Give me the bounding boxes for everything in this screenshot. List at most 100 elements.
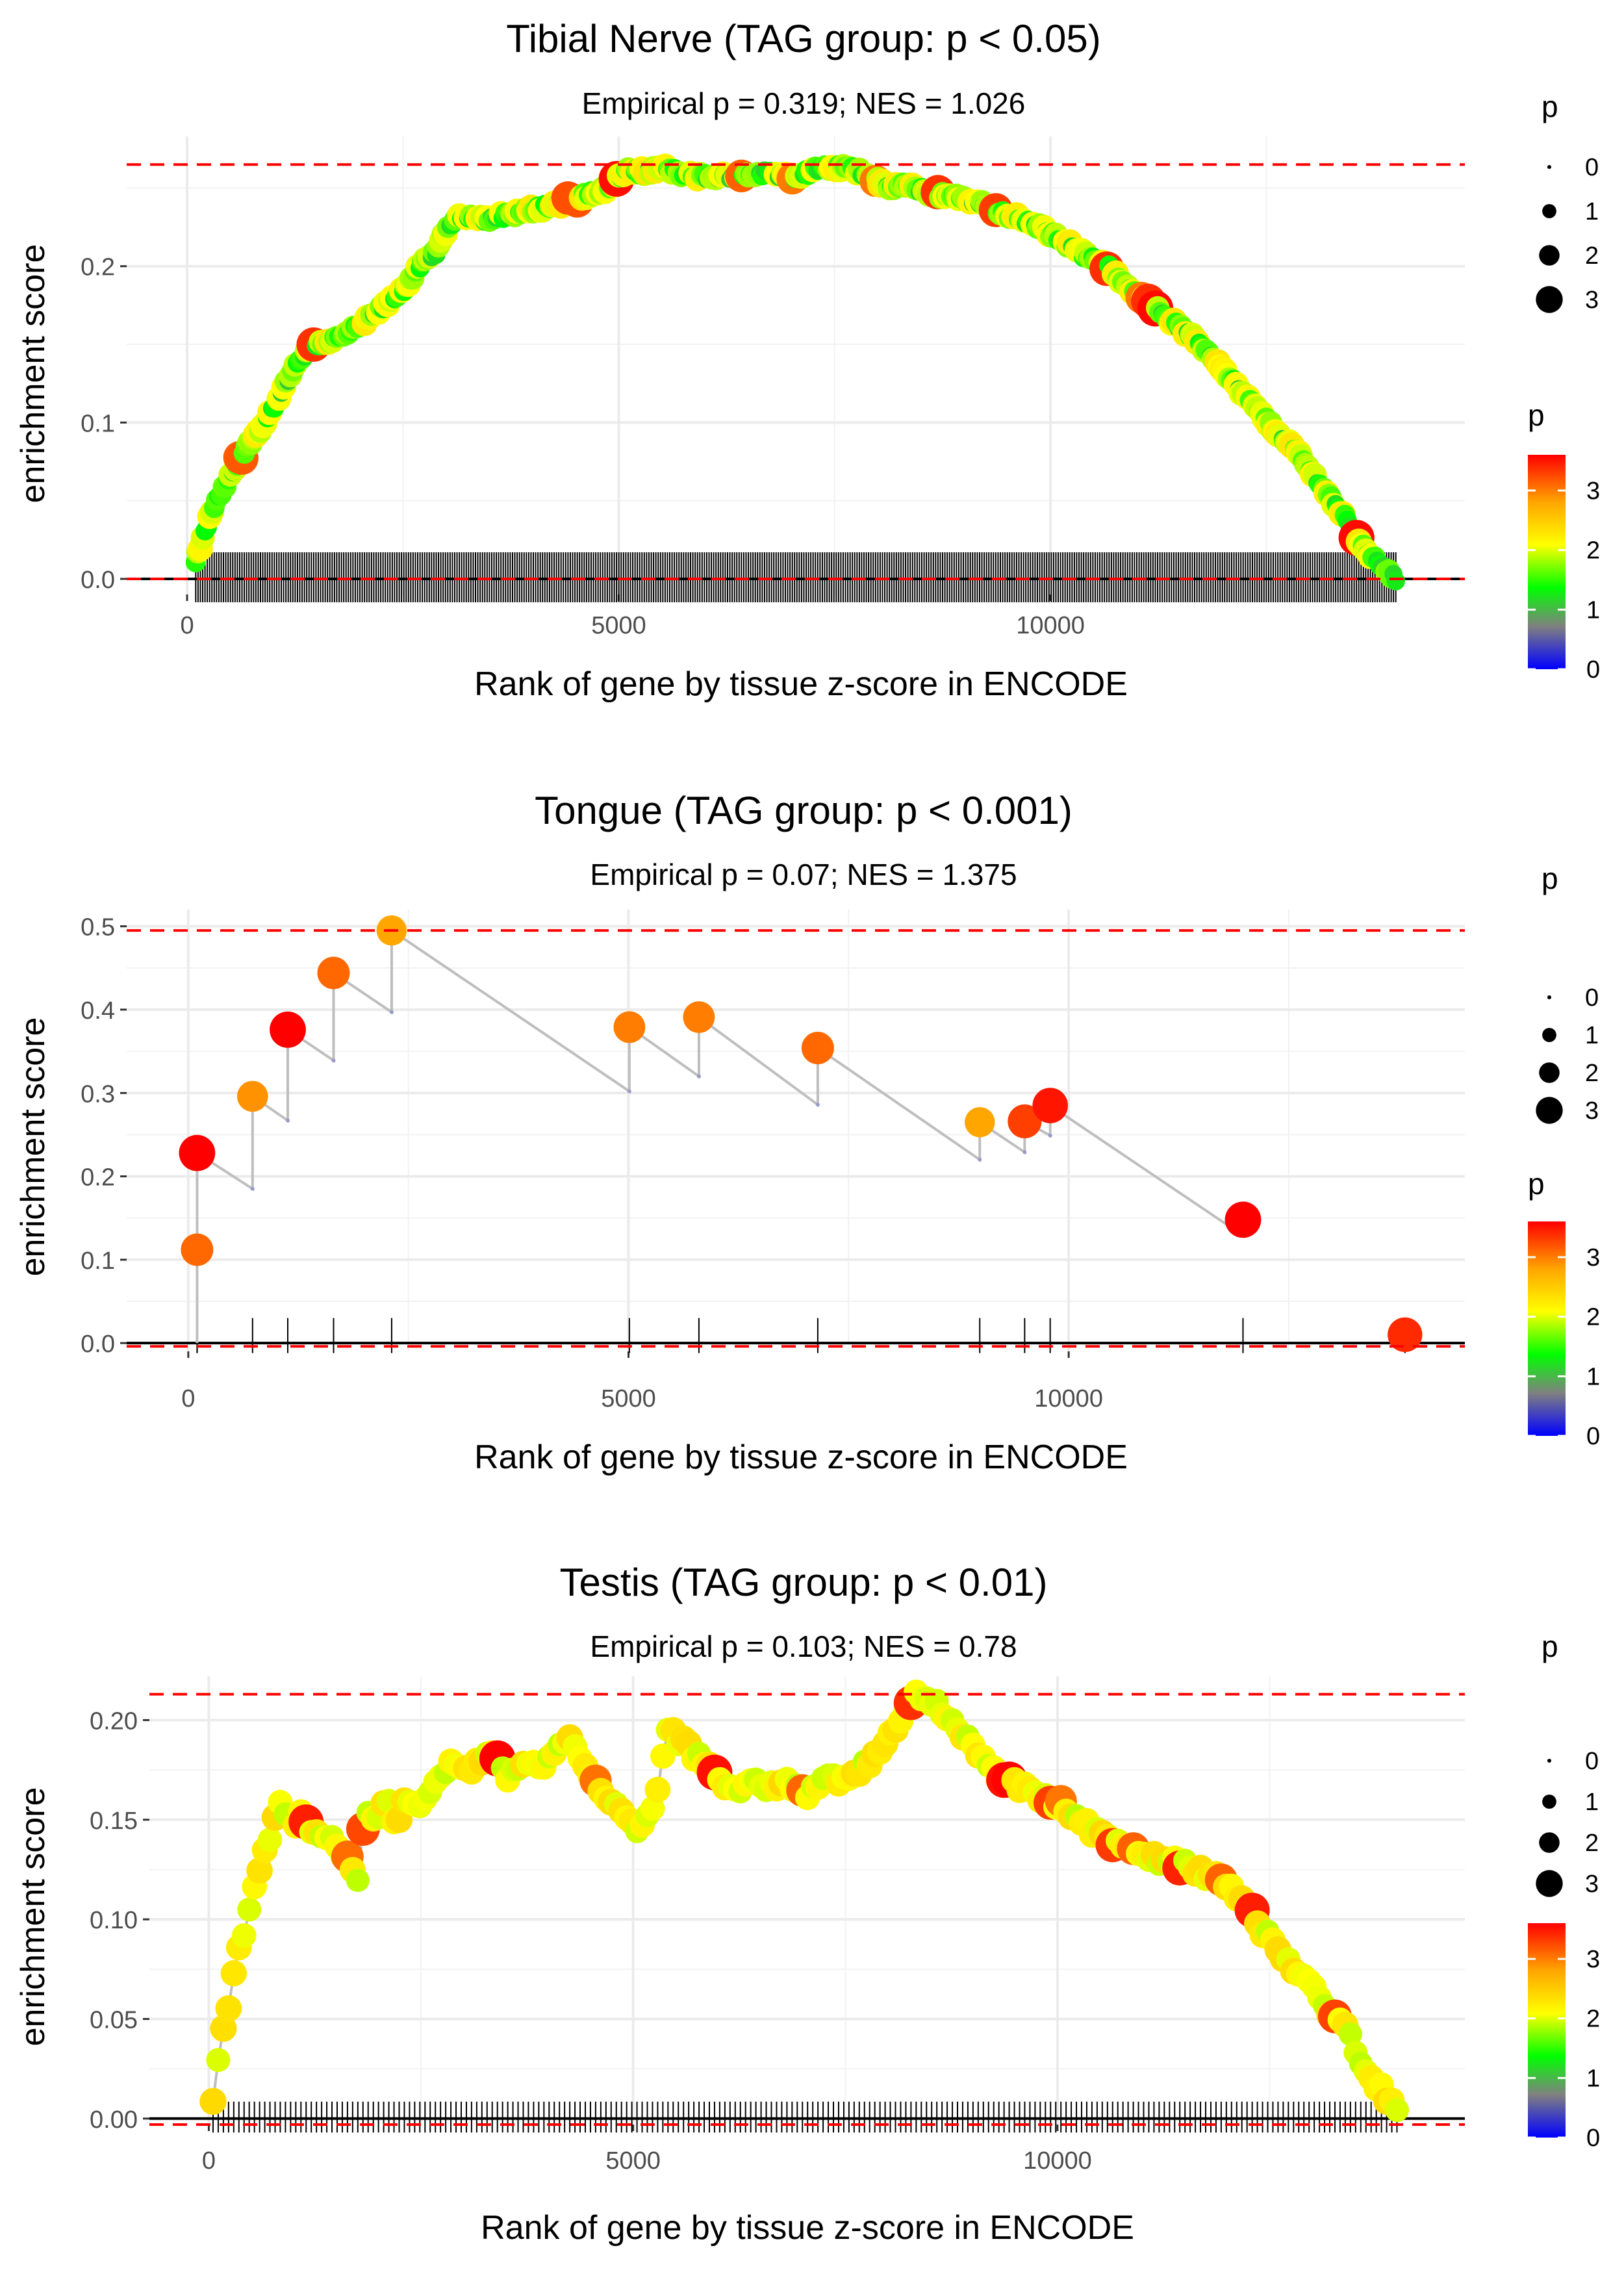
y-tick-label: 0.0 bbox=[81, 567, 115, 594]
color-legend-label: 3 bbox=[1586, 1244, 1600, 1271]
y-tick-label: 0.1 bbox=[81, 1247, 115, 1275]
gene-point bbox=[1388, 1317, 1423, 1352]
gene-point bbox=[270, 1011, 306, 1048]
gene-point bbox=[237, 1080, 268, 1112]
trough-point bbox=[696, 1074, 701, 1079]
y-tick-label: 0.4 bbox=[81, 997, 115, 1025]
panel-tibial-nerve: Tibial Nerve (TAG group: p < 0.05) Empir… bbox=[14, 17, 1600, 703]
size-legend-dot bbox=[1542, 1028, 1556, 1042]
color-legend-label: 2 bbox=[1586, 537, 1600, 565]
gene-point bbox=[237, 1897, 262, 1922]
gene-point bbox=[801, 1032, 834, 1064]
gene-point bbox=[1032, 1088, 1068, 1123]
gene-point bbox=[179, 1134, 216, 1171]
size-legend-label: 3 bbox=[1585, 287, 1599, 314]
gene-point bbox=[965, 1107, 995, 1138]
trough-point bbox=[627, 1089, 631, 1093]
x-tick-label: 0 bbox=[181, 1385, 195, 1412]
trough-point bbox=[286, 1118, 290, 1123]
trough-point bbox=[1048, 1133, 1052, 1138]
y-axis-label: enrichment score bbox=[14, 1017, 52, 1277]
color-legend-label: 0 bbox=[1586, 656, 1600, 683]
color-legend-label: 1 bbox=[1586, 1363, 1600, 1390]
y-tick-label: 0.3 bbox=[81, 1080, 115, 1108]
size-legend-dot bbox=[1547, 1759, 1551, 1763]
size-legend-dot bbox=[1536, 1870, 1563, 1897]
size-legend-dot bbox=[1547, 995, 1551, 999]
gene-point bbox=[210, 2015, 237, 2042]
trough-point bbox=[978, 1157, 982, 1162]
trough-point bbox=[331, 1058, 336, 1063]
size-legend-label: 1 bbox=[1585, 1789, 1599, 1816]
chart-title: Testis (TAG group: p < 0.01) bbox=[560, 1561, 1048, 1604]
size-legend-dot bbox=[1547, 165, 1551, 169]
gene-point bbox=[215, 1995, 242, 2022]
x-axis-label: Rank of gene by tissue z-score in ENCODE bbox=[474, 665, 1128, 703]
size-legend-dot bbox=[1539, 1832, 1560, 1853]
y-tick-label: 0.10 bbox=[90, 1907, 138, 1934]
trough-point bbox=[1022, 1150, 1027, 1155]
plot-area: 0.0 0.1 0.2 0 5000 10000 bbox=[81, 136, 1465, 639]
size-legend-label: 1 bbox=[1585, 198, 1599, 225]
size-legend-label: 2 bbox=[1585, 1830, 1599, 1857]
chart-subtitle: Empirical p = 0.103; NES = 0.78 bbox=[590, 1629, 1017, 1663]
color-legend-bar bbox=[1528, 1923, 1566, 2138]
gene-point bbox=[1224, 1201, 1262, 1238]
gene-point bbox=[206, 2048, 231, 2073]
gene-point bbox=[1386, 572, 1405, 591]
color-legend-title: p bbox=[1528, 398, 1545, 432]
color-legend-title: p bbox=[1528, 1167, 1545, 1201]
x-tick-label: 5000 bbox=[591, 612, 646, 639]
size-legend-label: 2 bbox=[1585, 1060, 1599, 1087]
color-legend-label: 2 bbox=[1586, 2006, 1600, 2033]
chart-subtitle: Empirical p = 0.07; NES = 1.375 bbox=[590, 858, 1017, 891]
color-legend-label: 3 bbox=[1586, 478, 1600, 505]
size-legend-title: p bbox=[1542, 862, 1558, 895]
panel-testis: Testis (TAG group: p < 0.01) Empirical p… bbox=[14, 1561, 1600, 2247]
y-tick-label: 0.20 bbox=[90, 1707, 138, 1735]
color-legend-label: 0 bbox=[1586, 1423, 1600, 1450]
trough-point bbox=[815, 1103, 820, 1107]
y-axis-label: enrichment score bbox=[14, 244, 52, 504]
x-axis-label: Rank of gene by tissue z-score in ENCODE bbox=[481, 2209, 1134, 2247]
gene-point bbox=[1385, 2098, 1409, 2123]
y-tick-label: 0.05 bbox=[90, 2006, 138, 2034]
size-legend-title: p bbox=[1542, 90, 1558, 123]
y-tick-label: 0.2 bbox=[81, 254, 115, 281]
panel-tongue: Tongue (TAG group: p < 0.001) Empirical … bbox=[14, 789, 1600, 1476]
y-tick-label: 0.0 bbox=[81, 1331, 115, 1358]
x-tick-label: 5000 bbox=[605, 2147, 661, 2175]
y-tick-label: 0.5 bbox=[81, 914, 115, 941]
y-tick-label: 0.15 bbox=[90, 1808, 138, 1835]
x-tick-label: 10000 bbox=[1023, 2147, 1092, 2175]
size-legend-label: 0 bbox=[1585, 1748, 1599, 1775]
size-legend-label: 0 bbox=[1585, 154, 1599, 181]
x-tick-label: 10000 bbox=[1034, 1385, 1103, 1412]
color-legend-bar bbox=[1528, 1221, 1566, 1436]
gene-point bbox=[683, 1001, 715, 1033]
gene-point bbox=[231, 1923, 257, 1948]
gene-point bbox=[644, 1776, 671, 1803]
y-tick-label: 0.00 bbox=[90, 2106, 138, 2134]
gene-point bbox=[246, 1857, 273, 1884]
size-legend-dot bbox=[1536, 286, 1563, 313]
trough-point bbox=[389, 1010, 394, 1014]
gene-point bbox=[613, 1011, 646, 1043]
gene-point bbox=[220, 1960, 247, 1987]
color-legend-bar bbox=[1528, 455, 1566, 669]
chart-subtitle: Empirical p = 0.319; NES = 1.026 bbox=[582, 86, 1026, 120]
x-axis-label: Rank of gene by tissue z-score in ENCODE bbox=[474, 1438, 1128, 1476]
size-legend-label: 3 bbox=[1585, 1097, 1599, 1125]
y-axis-label: enrichment score bbox=[14, 1787, 52, 2047]
plot-area: 0.00 0.05 0.10 0.15 0.20 0 5000 10000 bbox=[90, 1676, 1465, 2175]
y-tick-label: 0.1 bbox=[81, 410, 115, 437]
chart-title: Tongue (TAG group: p < 0.001) bbox=[535, 789, 1072, 832]
color-legend-label: 0 bbox=[1586, 2125, 1600, 2152]
size-legend: p 0 1 2 3 bbox=[1536, 862, 1599, 1125]
x-tick-label: 0 bbox=[202, 2147, 216, 2175]
size-legend-label: 1 bbox=[1585, 1022, 1599, 1049]
